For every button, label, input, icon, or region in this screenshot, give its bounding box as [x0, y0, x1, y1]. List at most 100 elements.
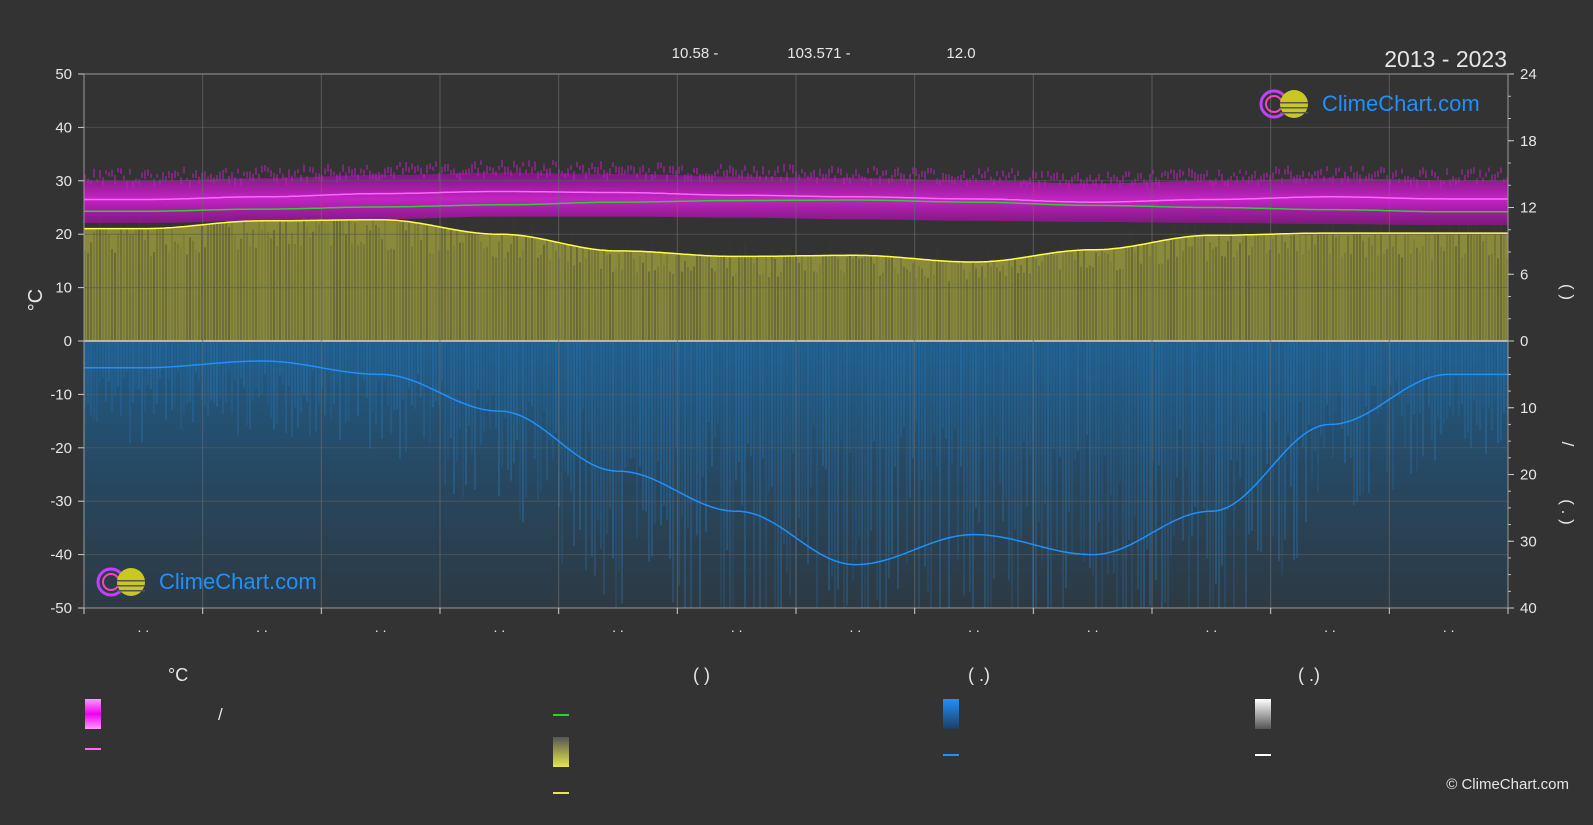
temperature-daily-strip [1113, 174, 1115, 180]
precip-daily-strip [837, 341, 839, 590]
precip-daily-strip [930, 341, 932, 608]
precip-daily-strip [1332, 341, 1334, 458]
temperature-daily-strip [1071, 176, 1073, 183]
sunshine-daily-strip [552, 239, 554, 341]
temperature-daily-strip [144, 170, 146, 179]
sunshine-daily-strip [213, 211, 215, 341]
sunshine-daily-strip [705, 251, 707, 341]
precip-daily-strip [1233, 341, 1235, 608]
sunshine-daily-strip [1185, 224, 1187, 341]
precip-daily-strip [1452, 341, 1454, 416]
sunshine-daily-strip [1053, 254, 1055, 341]
sunshine-daily-strip [900, 245, 902, 341]
sunshine-daily-strip [126, 222, 128, 341]
precip-daily-strip [213, 341, 215, 404]
precip-daily-strip [1146, 341, 1148, 550]
sunshine-daily-strip [1158, 264, 1160, 341]
precip-daily-strip [120, 341, 122, 416]
precip-daily-strip [1092, 341, 1094, 576]
sunshine-daily-strip [441, 219, 443, 341]
sunshine-daily-strip [315, 221, 317, 341]
temperature-daily-strip [1194, 171, 1196, 180]
sunshine-daily-strip [891, 249, 893, 341]
precip-daily-strip [1215, 341, 1217, 584]
precip-daily-strip [1029, 341, 1031, 455]
sunshine-daily-strip [585, 258, 587, 341]
precip-daily-strip [207, 341, 209, 417]
temperature-daily-strip [483, 171, 485, 179]
sunshine-daily-strip [366, 225, 368, 341]
sunshine-daily-strip [1023, 272, 1025, 341]
precip-daily-strip [1083, 341, 1085, 562]
temperature-daily-strip [222, 170, 224, 179]
temperature-daily-strip [420, 167, 422, 175]
precip-daily-strip [1128, 341, 1130, 541]
precip-daily-strip [993, 341, 995, 579]
sunshine-daily-strip [351, 243, 353, 341]
sunshine-daily-strip [204, 247, 206, 341]
temperature-daily-strip [537, 171, 539, 179]
temperature-daily-strip [528, 160, 530, 167]
left-tick-label-1: 40 [55, 119, 72, 136]
legend-swatch-precip [943, 699, 959, 729]
precip-daily-strip [594, 341, 596, 576]
precip-daily-strip [1383, 341, 1385, 389]
precip-daily-strip [1122, 341, 1124, 608]
temperature-daily-strip [531, 167, 533, 174]
precip-daily-strip [504, 341, 506, 418]
sunshine-daily-strip [1233, 257, 1235, 341]
temperature-daily-strip [303, 164, 305, 173]
precip-daily-strip [489, 341, 491, 430]
temperature-daily-strip [933, 169, 935, 175]
temperature-daily-strip [1311, 174, 1313, 182]
temperature-daily-strip [1056, 172, 1058, 180]
sunshine-daily-strip [858, 258, 860, 341]
temperature-daily-strip [912, 167, 914, 174]
sunshine-daily-strip [348, 213, 350, 341]
sunshine-daily-strip [636, 272, 638, 341]
temperature-daily-strip [1245, 170, 1247, 175]
sunshine-daily-strip [771, 246, 773, 341]
sunshine-daily-strip [474, 226, 476, 341]
temperature-daily-strip [504, 166, 506, 175]
temperature-daily-strip [1191, 169, 1193, 179]
temperature-daily-strip [1125, 171, 1127, 178]
temperature-daily-strip [114, 175, 116, 184]
sunshine-daily-strip [537, 257, 539, 341]
temperature-daily-strip [999, 177, 1001, 183]
precip-daily-strip [1299, 341, 1301, 403]
sunshine-daily-strip [1494, 213, 1496, 341]
precip-daily-strip [984, 341, 986, 608]
temperature-daily-strip [1464, 174, 1466, 181]
month-label-5: . . [731, 619, 743, 635]
temperature-daily-strip [1338, 167, 1340, 172]
temperature-daily-strip [1008, 172, 1010, 178]
sunshine-daily-strip [177, 243, 179, 341]
sunshine-daily-strip [1215, 247, 1217, 341]
temperature-daily-strip [1152, 169, 1154, 175]
precip-daily-strip [1155, 341, 1157, 581]
precip-daily-strip [1080, 341, 1082, 552]
precip-daily-strip [771, 341, 773, 487]
temperature-daily-strip [1221, 173, 1223, 182]
precip-daily-strip [1038, 341, 1040, 522]
sunshine-daily-strip [279, 219, 281, 341]
precip-daily-strip [885, 341, 887, 608]
sunshine-daily-strip [1221, 255, 1223, 341]
sunshine-daily-strip [1164, 236, 1166, 341]
precip-daily-strip [1017, 341, 1019, 608]
precip-daily-strip [159, 341, 161, 378]
sunshine-daily-strip [930, 259, 932, 341]
precip-daily-strip [243, 341, 245, 388]
temperature-daily-strip [111, 169, 113, 177]
precip-daily-strip [108, 341, 110, 382]
temperature-daily-strip [177, 172, 179, 177]
temperature-daily-strip [1488, 167, 1490, 172]
sunshine-daily-strip [1101, 239, 1103, 341]
precip-daily-strip [990, 341, 992, 608]
tmean-line [84, 199, 1508, 213]
sunshine-daily-strip [1194, 225, 1196, 341]
sunshine-daily-strip [1242, 216, 1244, 341]
right-axis-upper-label: ( ) [1558, 284, 1577, 300]
sunshine-daily-strip [639, 255, 641, 341]
